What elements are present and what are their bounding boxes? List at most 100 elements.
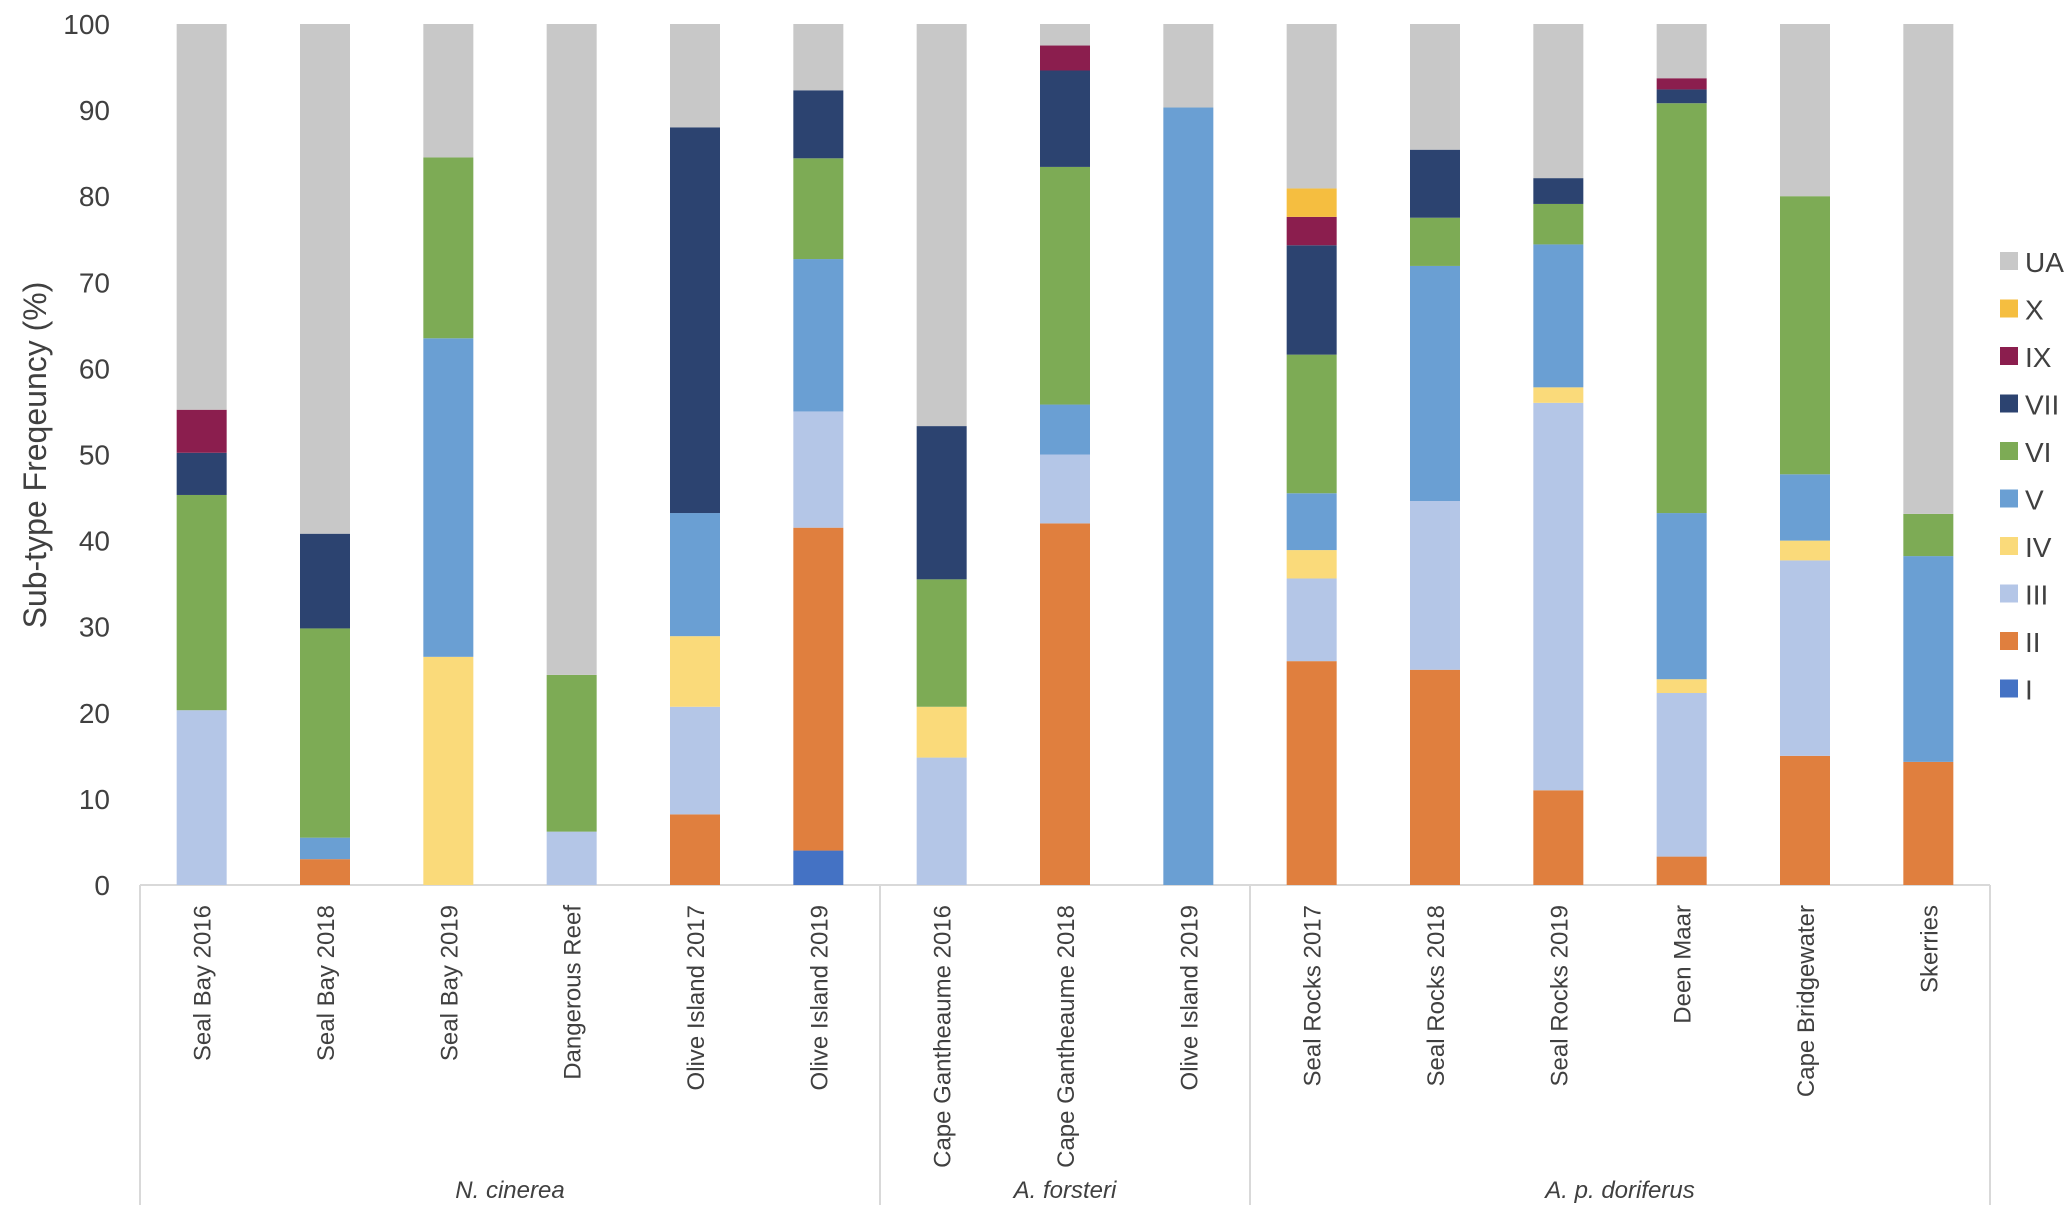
bar-segment-iii <box>916 757 967 885</box>
bar-segment-vi <box>1903 513 1954 557</box>
bar-segment-iv <box>916 706 967 758</box>
bar-segment-ua <box>1533 24 1584 179</box>
bar-segment-vi <box>1533 203 1584 245</box>
y-tick-label: 60 <box>79 353 110 384</box>
bar-segment-ix <box>176 409 227 453</box>
category-label: Seal Rocks 2018 <box>1423 905 1450 1086</box>
bar-segment-iv <box>1533 387 1584 403</box>
category-label: Deen Maar <box>1670 905 1697 1024</box>
bar-segment-iii <box>1656 692 1707 857</box>
y-tick-label: 10 <box>79 784 110 815</box>
bar-segment-v <box>1533 244 1584 388</box>
category-label: Seal Bay 2016 <box>190 905 217 1061</box>
bar-segment-iv <box>1780 540 1830 561</box>
bar-segment-iii <box>546 831 597 885</box>
legend-swatch-ua <box>2000 252 2018 270</box>
bar-segment-vii <box>1286 245 1337 355</box>
legend-label-ix: IX <box>2025 342 2052 373</box>
bar-segment-vi <box>1656 103 1707 514</box>
bar-segment-ua <box>1780 24 1830 197</box>
bar-segment-vii <box>176 452 227 495</box>
bar-segment-i <box>793 850 844 885</box>
bar-segment-ua <box>1286 24 1337 189</box>
bar-segment-ua <box>176 24 227 410</box>
bar-segment-iii <box>176 710 227 885</box>
y-tick-label: 90 <box>79 95 110 126</box>
bar-segment-iii <box>1286 578 1337 662</box>
bar-segment-ua <box>1656 24 1707 79</box>
bar-segment-v <box>300 837 350 860</box>
bar-segment-ua <box>916 24 967 427</box>
bar-segment-vi <box>1040 166 1090 405</box>
y-tick-label: 100 <box>63 9 110 40</box>
legend-swatch-vii <box>2000 394 2018 413</box>
y-tick-label: 20 <box>79 698 110 729</box>
bar-segment-ii <box>1410 669 1460 885</box>
bar-segment-v <box>1286 493 1337 551</box>
legend-label-v: V <box>2025 485 2044 516</box>
legend-swatch-iii <box>2000 584 2018 603</box>
legend-label-ii: II <box>2025 627 2041 658</box>
bars-layer <box>176 24 1954 886</box>
category-label: Olive Island 2017 <box>683 905 710 1090</box>
bar-segment-ix <box>1040 45 1090 71</box>
group-label: N. cinerea <box>455 1177 564 1204</box>
bar-segment-vii <box>1533 178 1584 204</box>
legend-swatch-vi <box>2000 442 2018 460</box>
category-label: Seal Bay 2019 <box>436 905 463 1061</box>
bar-segment-vi <box>916 579 967 707</box>
bar-segment-iii <box>1533 402 1584 791</box>
category-label: Olive Island 2019 <box>806 905 833 1090</box>
bar-segment-iii <box>1040 454 1090 524</box>
bar-segment-iv <box>670 636 720 707</box>
bar-segment-ii <box>1780 755 1830 885</box>
bar-segment-ua <box>1163 24 1214 108</box>
bar-segment-iv <box>423 656 474 885</box>
bar-segment-ua <box>1040 24 1090 46</box>
bar-segment-v <box>1903 556 1954 762</box>
bar-segment-iii <box>1780 560 1830 756</box>
bar-segment-ua <box>793 24 844 91</box>
bar-segment-iv <box>1286 550 1337 579</box>
bar-segment-ix <box>1286 216 1337 246</box>
legend-label-iii: III <box>2025 580 2048 611</box>
bar-segment-v <box>1410 265 1460 501</box>
legend-label-vi: VI <box>2025 437 2051 468</box>
legend-swatch-i <box>2000 679 2018 698</box>
category-label: Seal Bay 2018 <box>313 905 340 1061</box>
bar-segment-iv <box>1656 679 1707 693</box>
bar-segment-vi <box>1780 196 1830 475</box>
bar-segment-vi <box>793 158 844 260</box>
bar-segment-iii <box>670 706 720 815</box>
bar-segment-ua <box>423 24 474 158</box>
bar-segment-ua <box>1903 24 1954 514</box>
bar-segment-v <box>793 259 844 412</box>
bar-segment-vii <box>916 426 967 580</box>
bar-segment-iii <box>1410 500 1460 670</box>
bar-segment-v <box>1163 107 1214 886</box>
bar-segment-vii <box>793 90 844 159</box>
bar-segment-ua <box>1410 24 1460 150</box>
y-tick-label: 70 <box>79 267 110 298</box>
bar-segment-vii <box>1656 89 1707 104</box>
legend-swatch-ix <box>2000 347 2018 365</box>
legend-label-vii: VII <box>2025 390 2059 421</box>
bar-segment-ii <box>670 814 720 885</box>
y-tick-label: 0 <box>94 870 110 901</box>
category-label: Cape Gantheaume 2018 <box>1053 905 1080 1168</box>
bar-segment-ii <box>1903 761 1954 885</box>
category-label: Cape Bridgewater <box>1793 905 1820 1097</box>
category-label: Olive Island 2019 <box>1176 905 1203 1090</box>
bar-segment-vi <box>176 494 227 711</box>
y-tick-label: 40 <box>79 526 110 557</box>
legend-label-ua: UA <box>2025 247 2064 278</box>
y-axis-title: Sub-type Freqeuncy (%) <box>17 282 53 629</box>
category-label: Seal Rocks 2019 <box>1546 905 1573 1086</box>
bar-segment-vii <box>670 127 720 514</box>
bar-segment-vii <box>1040 70 1090 167</box>
bar-segment-x <box>1286 188 1337 217</box>
y-tick-label: 30 <box>79 612 110 643</box>
bar-segment-ii <box>300 859 350 885</box>
